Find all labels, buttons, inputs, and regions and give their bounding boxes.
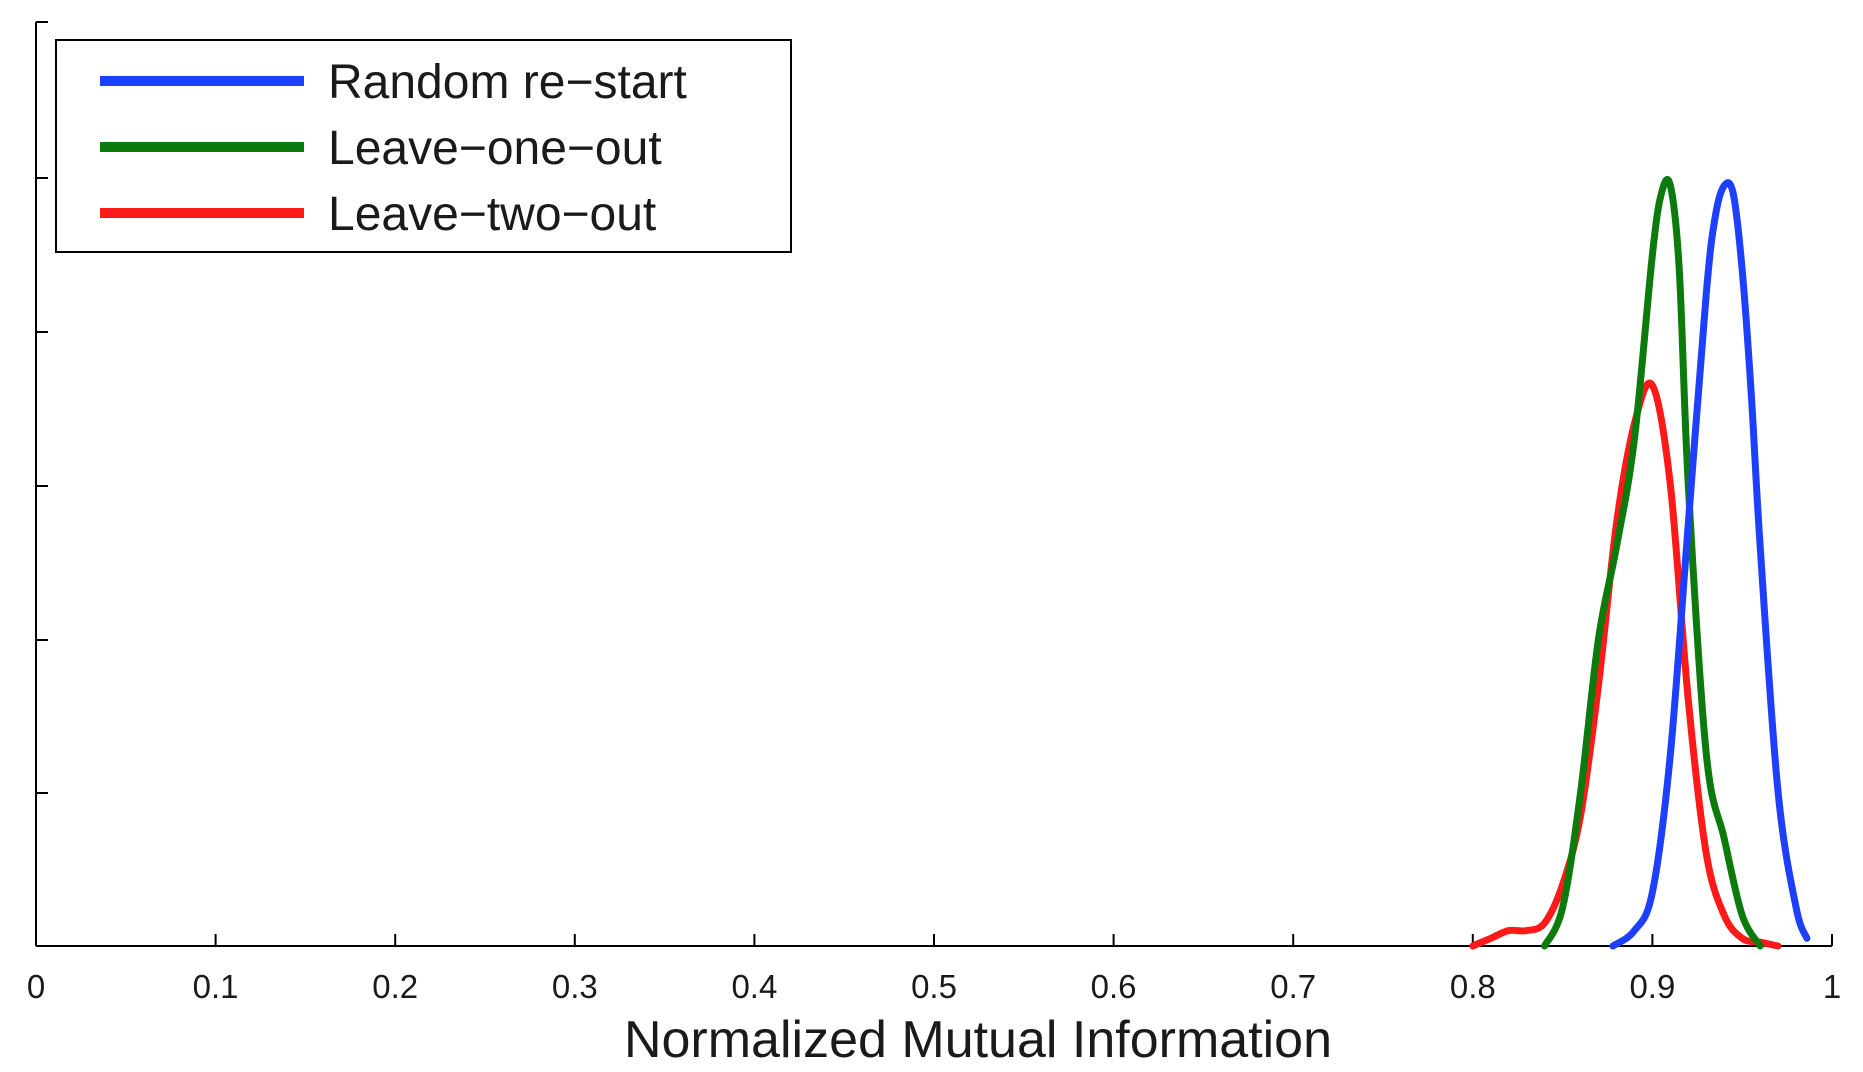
- x-tick-label: 0.4: [731, 968, 777, 1005]
- x-tick-label: 1: [1823, 968, 1841, 1005]
- series-line-2: [1469, 379, 1782, 950]
- x-tick-label: 0.1: [193, 968, 239, 1005]
- x-tick-label: 0.9: [1629, 968, 1675, 1005]
- x-tick-label: 0.5: [911, 968, 957, 1005]
- x-tick-label: 0: [27, 968, 45, 1005]
- legend-label: Leave−two−out: [328, 188, 656, 241]
- legend-label: Leave−one−out: [328, 122, 662, 175]
- x-tick-label: 0.3: [552, 968, 598, 1005]
- x-tick-label: 0.6: [1091, 968, 1137, 1005]
- x-tick-label: 0.2: [372, 968, 418, 1005]
- legend: Random re−start Leave−one−out Leave−two−ou…: [55, 39, 792, 253]
- axes: 0 0.1 0.2 0.3 0.4 0.5 0.6 0.7 0.8 0.9 1: [27, 21, 1841, 1005]
- series-line-1: [1541, 175, 1764, 950]
- legend-label: Random re−start: [328, 56, 687, 109]
- series-line-0: [1609, 179, 1811, 950]
- x-tick-label: 0.7: [1270, 968, 1316, 1005]
- x-axis-title: Normalized Mutual Information: [624, 1011, 1332, 1069]
- plot-area: [1469, 175, 1811, 950]
- x-tick-label: 0.8: [1450, 968, 1496, 1005]
